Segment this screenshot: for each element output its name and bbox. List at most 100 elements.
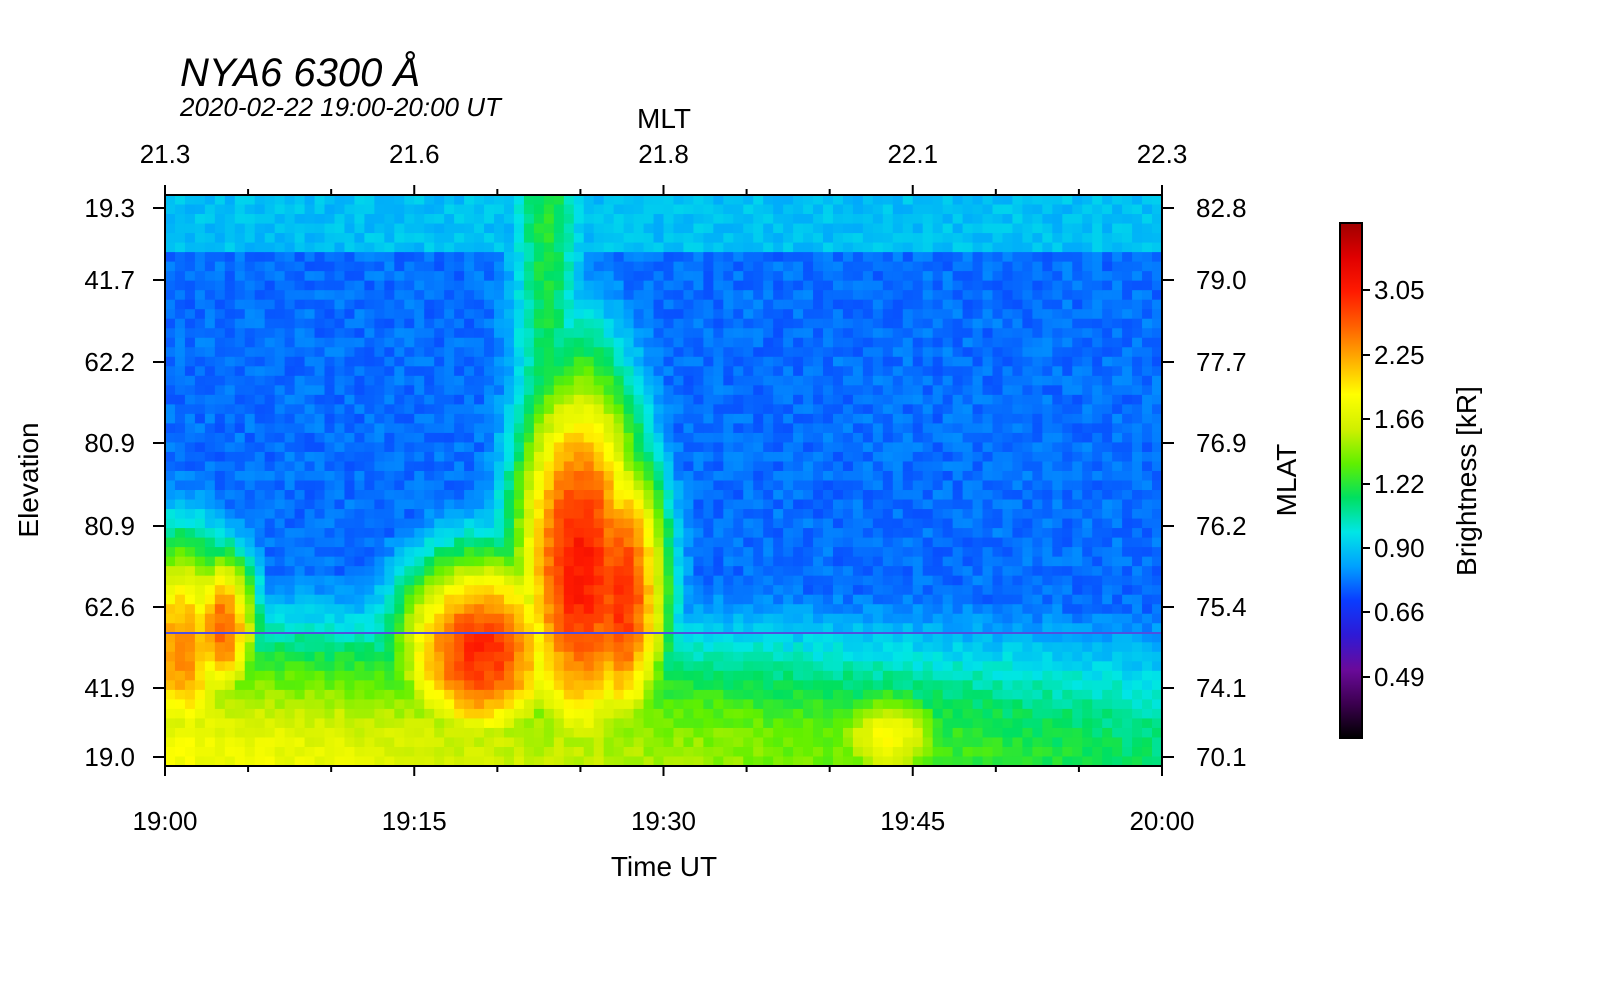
heatmap-cell (573, 490, 585, 501)
heatmap-cell (693, 718, 704, 729)
heatmap-cell (583, 528, 595, 539)
heatmap-cell (962, 718, 974, 729)
heatmap-cell (663, 375, 675, 386)
heatmap-cell (434, 271, 445, 282)
heatmap-cell (573, 290, 585, 301)
heatmap-cell (623, 223, 635, 234)
heatmap-cell (723, 394, 734, 405)
heatmap-cell (823, 613, 834, 624)
heatmap-cell (553, 509, 565, 520)
heatmap-cell (743, 423, 754, 434)
heatmap-cell (783, 280, 794, 291)
heatmap-cell (374, 366, 385, 377)
heatmap-cell (394, 499, 405, 510)
heatmap-cell (902, 394, 914, 405)
heatmap-cell (174, 432, 186, 444)
heatmap-cell (284, 214, 296, 225)
heatmap-cell (264, 204, 276, 215)
heatmap-cell (842, 727, 854, 739)
heatmap-cell (942, 756, 954, 767)
heatmap-cell (723, 451, 734, 463)
heatmap-cell (813, 214, 824, 225)
heatmap-cell (304, 375, 316, 386)
heatmap-cell (783, 432, 794, 444)
heatmap-cell (474, 756, 485, 767)
heatmap-cell (643, 223, 655, 234)
heatmap-cell (194, 490, 206, 501)
heatmap-cell (643, 337, 655, 348)
heatmap-cell (424, 413, 435, 424)
heatmap-cell (394, 385, 405, 396)
heatmap-cell (902, 290, 914, 301)
heatmap-cell (922, 280, 934, 291)
heatmap-cell (982, 337, 994, 348)
heatmap-cell (324, 261, 336, 272)
heatmap-cell (902, 233, 914, 244)
heatmap-cell (703, 318, 714, 329)
heatmap-cell (583, 699, 595, 710)
heatmap-cell (224, 337, 236, 348)
heatmap-cell (334, 537, 346, 548)
heatmap-cell (533, 461, 545, 472)
heatmap-cell (234, 204, 246, 215)
heatmap-cell (962, 451, 974, 463)
heatmap-cell (424, 699, 435, 710)
heatmap-cell (503, 252, 515, 263)
heatmap-cell (932, 518, 944, 529)
heatmap-cell (813, 604, 824, 615)
heatmap-cell (523, 252, 535, 263)
heatmap-cell (922, 756, 934, 767)
heatmap-cell (952, 480, 964, 491)
heatmap-cell (832, 680, 844, 691)
heatmap-cell (992, 318, 1004, 329)
heatmap-cell (803, 195, 814, 206)
heatmap-cell (563, 204, 575, 215)
heatmap-cell (184, 575, 196, 586)
heatmap-cell (673, 442, 685, 453)
heatmap-cell (673, 651, 685, 662)
heatmap-cell (274, 328, 286, 339)
heatmap-cell (912, 613, 924, 624)
heatmap-cell (663, 442, 675, 453)
heatmap-cell (414, 480, 425, 491)
heatmap-cell (972, 214, 984, 225)
heatmap-cell (244, 299, 256, 310)
heatmap-cell (573, 337, 585, 348)
heatmap-cell (912, 585, 924, 596)
heatmap-cell (274, 423, 286, 434)
heatmap-cell (464, 632, 475, 643)
heatmap-cell (813, 366, 824, 377)
heatmap-cell (523, 680, 535, 691)
heatmap-cell (234, 261, 246, 272)
heatmap-cell (324, 214, 336, 225)
heatmap-cell (224, 299, 236, 310)
heatmap-cell (743, 375, 754, 386)
heatmap-cell (314, 280, 326, 291)
heatmap-cell (982, 737, 994, 748)
heatmap-cell (982, 233, 994, 244)
heatmap-cell (304, 233, 316, 244)
heatmap-cell (364, 509, 375, 520)
heatmap-cell (972, 528, 984, 539)
heatmap-cell (573, 623, 585, 634)
heatmap-cell (294, 195, 306, 206)
heatmap-cell (284, 499, 296, 510)
heatmap-cell (184, 490, 196, 501)
heatmap-cell (793, 366, 804, 377)
heatmap-cell (882, 680, 894, 691)
heatmap-cell (872, 737, 884, 748)
heatmap-cell (234, 394, 246, 405)
heatmap-cell (803, 394, 814, 405)
heatmap-cell (244, 328, 256, 339)
heatmap-cell (533, 271, 545, 282)
heatmap-cell (454, 299, 465, 310)
heatmap-cell (484, 661, 495, 672)
heatmap-cell (783, 337, 794, 348)
heatmap-cell (653, 318, 665, 329)
heatmap-cell (414, 252, 425, 263)
heatmap-cell (424, 347, 435, 358)
heatmap-cell (583, 356, 595, 367)
heatmap-cell (294, 423, 306, 434)
heatmap-cell (244, 470, 256, 482)
heatmap-cell (354, 537, 365, 548)
